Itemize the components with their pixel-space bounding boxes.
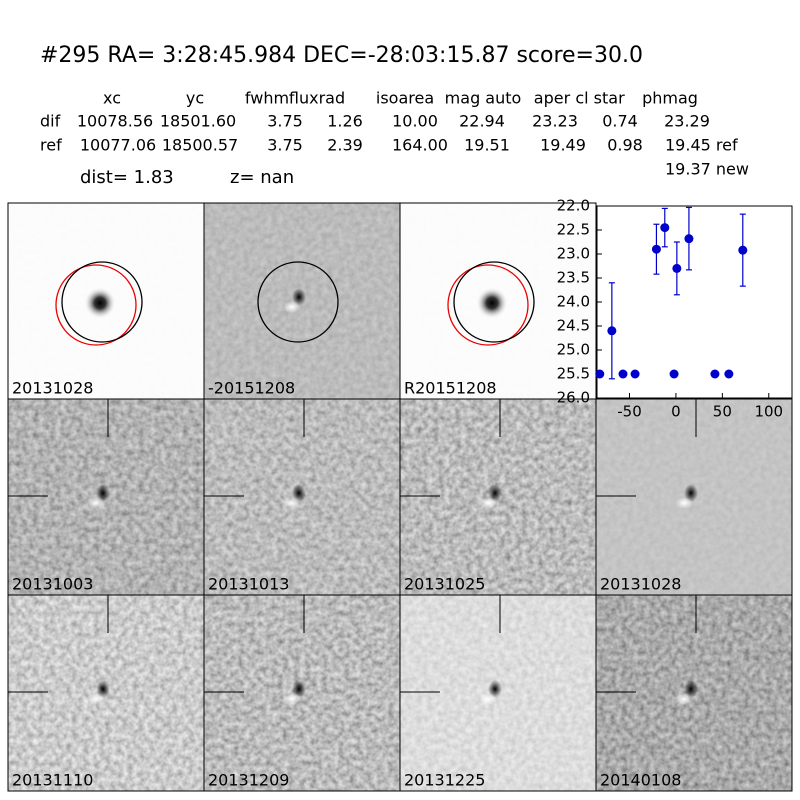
cell: 10.00 — [392, 112, 438, 131]
panel-label: 20131003 — [12, 575, 93, 594]
star — [84, 287, 116, 319]
cell: 19.49 — [540, 136, 586, 155]
dipole-bright — [87, 693, 105, 705]
aperture-red — [447, 264, 529, 346]
cell: 1.26 — [327, 112, 363, 131]
panel-label: R20151208 — [404, 379, 497, 398]
row-label: ref — [40, 136, 62, 155]
y-tick-label: 22.5 — [557, 221, 590, 239]
point — [684, 234, 694, 244]
aperture — [61, 261, 143, 343]
cell: 0.98 — [607, 136, 643, 155]
y-tick-label: 23.5 — [557, 269, 590, 287]
column-header: cl star — [575, 89, 625, 108]
dipole-bright — [283, 301, 301, 313]
column-header: phmag — [642, 89, 698, 108]
dipole-bright — [675, 497, 693, 509]
cell: 23.29 — [664, 112, 710, 131]
point — [630, 369, 640, 379]
dipole-bright — [283, 497, 301, 509]
panel-label: 20131209 — [208, 771, 289, 790]
panel-label: 20131028 — [600, 575, 681, 594]
panel-label: -20151208 — [208, 379, 295, 398]
column-header: xc — [103, 89, 121, 108]
y-tick-label: 25.5 — [557, 365, 590, 383]
cell: 0.74 — [602, 112, 638, 131]
point — [607, 326, 617, 336]
column-header: mag auto — [445, 89, 522, 108]
point — [660, 223, 670, 233]
cell: 19.51 — [464, 136, 510, 155]
star — [476, 287, 508, 319]
cell: 2.39 — [327, 136, 363, 155]
cell: 23.23 — [532, 112, 578, 131]
y-tick-label: 24.0 — [557, 293, 590, 311]
y-tick-label: 23.0 — [557, 245, 590, 263]
point — [672, 263, 682, 273]
column-header: fwhm — [245, 89, 289, 108]
column-header: fluxrad — [289, 89, 345, 108]
cell: 3.75 — [267, 112, 303, 131]
column-header: yc — [186, 89, 204, 108]
panel-label: 20140108 — [600, 771, 681, 790]
point — [595, 369, 605, 379]
dipole-bright — [87, 497, 105, 509]
aperture — [453, 261, 535, 343]
extra: 19.37 new — [665, 160, 749, 179]
dist: dist= 1.83 — [80, 167, 174, 188]
aperture-red — [55, 264, 137, 346]
column-header: aper — [534, 89, 571, 108]
panel-label: 20131013 — [208, 575, 289, 594]
point — [724, 369, 734, 379]
dipole-bright — [283, 693, 301, 705]
x-tick-label: 0 — [671, 403, 681, 421]
panel-label: 20131028 — [12, 379, 93, 398]
aperture — [257, 261, 339, 343]
dipole-bright — [675, 693, 693, 705]
point — [669, 369, 679, 379]
cell: 18500.57 — [162, 136, 238, 155]
x-tick-label: 100 — [754, 403, 783, 421]
panel-label: 20131025 — [404, 575, 485, 594]
z: z= nan — [230, 167, 294, 188]
cell: 3.75 — [267, 136, 303, 155]
dipole-bright — [479, 497, 497, 509]
cell: 18501.60 — [160, 112, 236, 131]
dipole-bright — [479, 693, 497, 705]
y-tick-label: 26.0 — [557, 389, 590, 407]
panel-label: 20131225 — [404, 771, 485, 790]
cell: 164.00 — [392, 136, 448, 155]
point — [738, 245, 748, 255]
cell: 10078.56 — [77, 112, 153, 131]
panel-frame — [595, 594, 793, 792]
row-label: dif — [40, 112, 61, 131]
plot-area — [596, 205, 793, 399]
panel-label: 20131110 — [12, 771, 93, 790]
point — [710, 369, 720, 379]
cell: 19.45 ref — [665, 136, 738, 155]
cell: 10077.06 — [80, 136, 156, 155]
y-tick-label: 24.5 — [557, 317, 590, 335]
cell: 22.94 — [459, 112, 505, 131]
x-tick-label: 50 — [713, 403, 732, 421]
title: #295 RA= 3:28:45.984 DEC=-28:03:15.87 sc… — [40, 43, 643, 68]
point — [651, 244, 661, 254]
column-header: isoarea — [376, 89, 434, 108]
x-tick-label: -50 — [617, 403, 642, 421]
point — [618, 369, 628, 379]
y-tick-label: 22.0 — [557, 197, 590, 215]
y-tick-label: 25.0 — [557, 341, 590, 359]
